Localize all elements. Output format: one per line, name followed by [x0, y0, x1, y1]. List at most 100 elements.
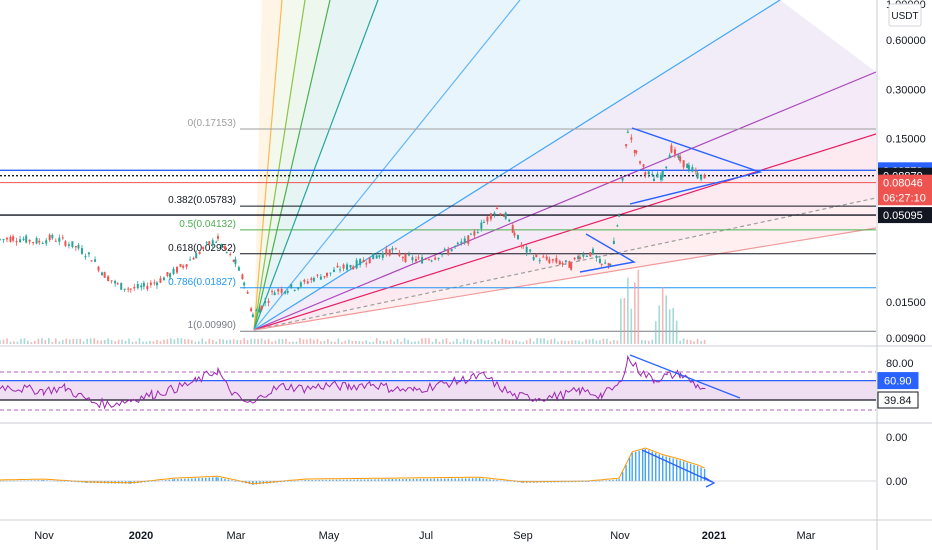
- macd-histogram-bar: [339, 479, 341, 481]
- time-tick-label: 2020: [129, 530, 153, 542]
- candle-body: [642, 164, 645, 167]
- candle-body: [404, 253, 407, 262]
- candle-body: [267, 301, 270, 303]
- volume-bar: [599, 340, 601, 344]
- macd-histogram-bar: [220, 477, 223, 481]
- candle-body: [480, 222, 483, 229]
- macd-histogram-bar: [147, 481, 149, 482]
- triangle-drawings[interactable]: [579, 127, 763, 273]
- candle-body: [142, 282, 145, 287]
- volume-bar: [449, 341, 451, 344]
- candle-body: [280, 288, 283, 293]
- candle-body: [9, 236, 12, 242]
- volume-bar: [142, 341, 144, 344]
- volume-bar: [696, 338, 699, 344]
- macd-histogram-bar: [191, 478, 193, 481]
- candle-body: [45, 240, 48, 244]
- candle-body: [71, 241, 74, 248]
- price-axis[interactable]: 1.000000.600000.300000.150000.015000.009…: [878, 0, 932, 345]
- volume-bar: [484, 340, 486, 344]
- horizontal-level-lines[interactable]: [0, 169, 876, 216]
- macd-histogram-bar: [489, 479, 491, 481]
- macd-histogram-bar: [395, 479, 397, 481]
- macd-histogram-bar: [662, 455, 664, 481]
- fib-retracement-drawing[interactable]: 0(0.17153) 0.382(0.05783) 0.5(0.04132) 0.61…: [168, 118, 876, 332]
- gann-fan-line: [253, 227, 876, 331]
- volume-bar: [588, 339, 591, 344]
- candle-body: [668, 155, 671, 159]
- volume-bar: [452, 341, 455, 344]
- volume-bar: [274, 340, 277, 344]
- gann-fan-line: [253, 0, 379, 331]
- macd-histogram-bar: [591, 481, 593, 482]
- candle-body: [77, 244, 80, 249]
- candle-body: [691, 167, 694, 172]
- candle-body: [103, 272, 106, 278]
- candle-body: [401, 257, 404, 259]
- volume-bar: [2, 339, 5, 344]
- macd-histogram-bar: [304, 480, 306, 481]
- candle-body: [250, 308, 253, 312]
- candle-body: [316, 274, 319, 276]
- candle-body: [232, 259, 235, 262]
- volume-bar: [204, 341, 207, 344]
- time-axis[interactable]: Nov 2020 Mar May Jul Sep Nov 2021 Mar: [34, 530, 816, 542]
- candle-body: [15, 241, 18, 243]
- volume-bar: [504, 339, 507, 344]
- volume-bar: [267, 338, 270, 344]
- candle-body: [434, 257, 437, 260]
- volume-bar: [250, 338, 252, 344]
- volume-bar: [100, 340, 102, 344]
- candle-body: [38, 240, 41, 243]
- macd-histogram-bar: [675, 459, 678, 481]
- volume-bar: [128, 338, 130, 344]
- volume-bar: [473, 341, 476, 344]
- candle-body: [90, 260, 93, 262]
- macd-histogram-bar: [686, 462, 688, 481]
- candle-body: [258, 308, 261, 313]
- volume-bar: [292, 341, 294, 344]
- volume-bar: [557, 341, 559, 344]
- volume-bar: [103, 339, 106, 344]
- gann-fan-drawing[interactable]: [253, 0, 876, 331]
- volume-bar: [243, 338, 245, 344]
- candle-body: [312, 277, 315, 282]
- candle-body: [123, 288, 126, 290]
- macd-histogram-bar: [217, 477, 219, 481]
- macd-histogram-bar: [628, 458, 631, 481]
- candle-body: [647, 171, 650, 175]
- volume-bar: [571, 340, 573, 344]
- volume-bar: [16, 341, 19, 344]
- macd-pane: [0, 447, 876, 488]
- candle-body: [306, 281, 309, 284]
- candle-body: [407, 254, 410, 256]
- candle-body: [381, 253, 384, 258]
- candle-body: [443, 248, 446, 250]
- candle-body: [372, 253, 375, 260]
- currency-label[interactable]: USDT: [888, 3, 922, 27]
- volume-bar: [578, 340, 580, 344]
- macd-histogram-bar: [409, 478, 411, 481]
- macd-histogram-bar: [227, 479, 230, 481]
- macd-histogram-bar: [198, 478, 200, 481]
- macd-histogram-bar: [325, 479, 327, 481]
- candle-body: [359, 258, 362, 265]
- macd-histogram-bar: [342, 479, 345, 481]
- volume-bar: [215, 341, 218, 344]
- volume-bar: [686, 339, 688, 344]
- volume-bar: [661, 287, 664, 344]
- volume-bar: [68, 339, 71, 344]
- candle-body: [368, 257, 371, 264]
- fib-level-label: 0.382(0.05783): [168, 195, 236, 206]
- macd-histogram-bar: [201, 477, 204, 481]
- macd-histogram-bar: [475, 478, 477, 481]
- volume-bar: [44, 340, 47, 344]
- volume-bar: [271, 341, 273, 344]
- volume-bar: [634, 282, 636, 344]
- candle-body: [61, 237, 64, 239]
- volume-bar: [407, 339, 409, 344]
- fib-level-label: 0.5(0.04132): [179, 219, 236, 230]
- volume-bar: [135, 341, 137, 344]
- volume-bar: [30, 341, 33, 344]
